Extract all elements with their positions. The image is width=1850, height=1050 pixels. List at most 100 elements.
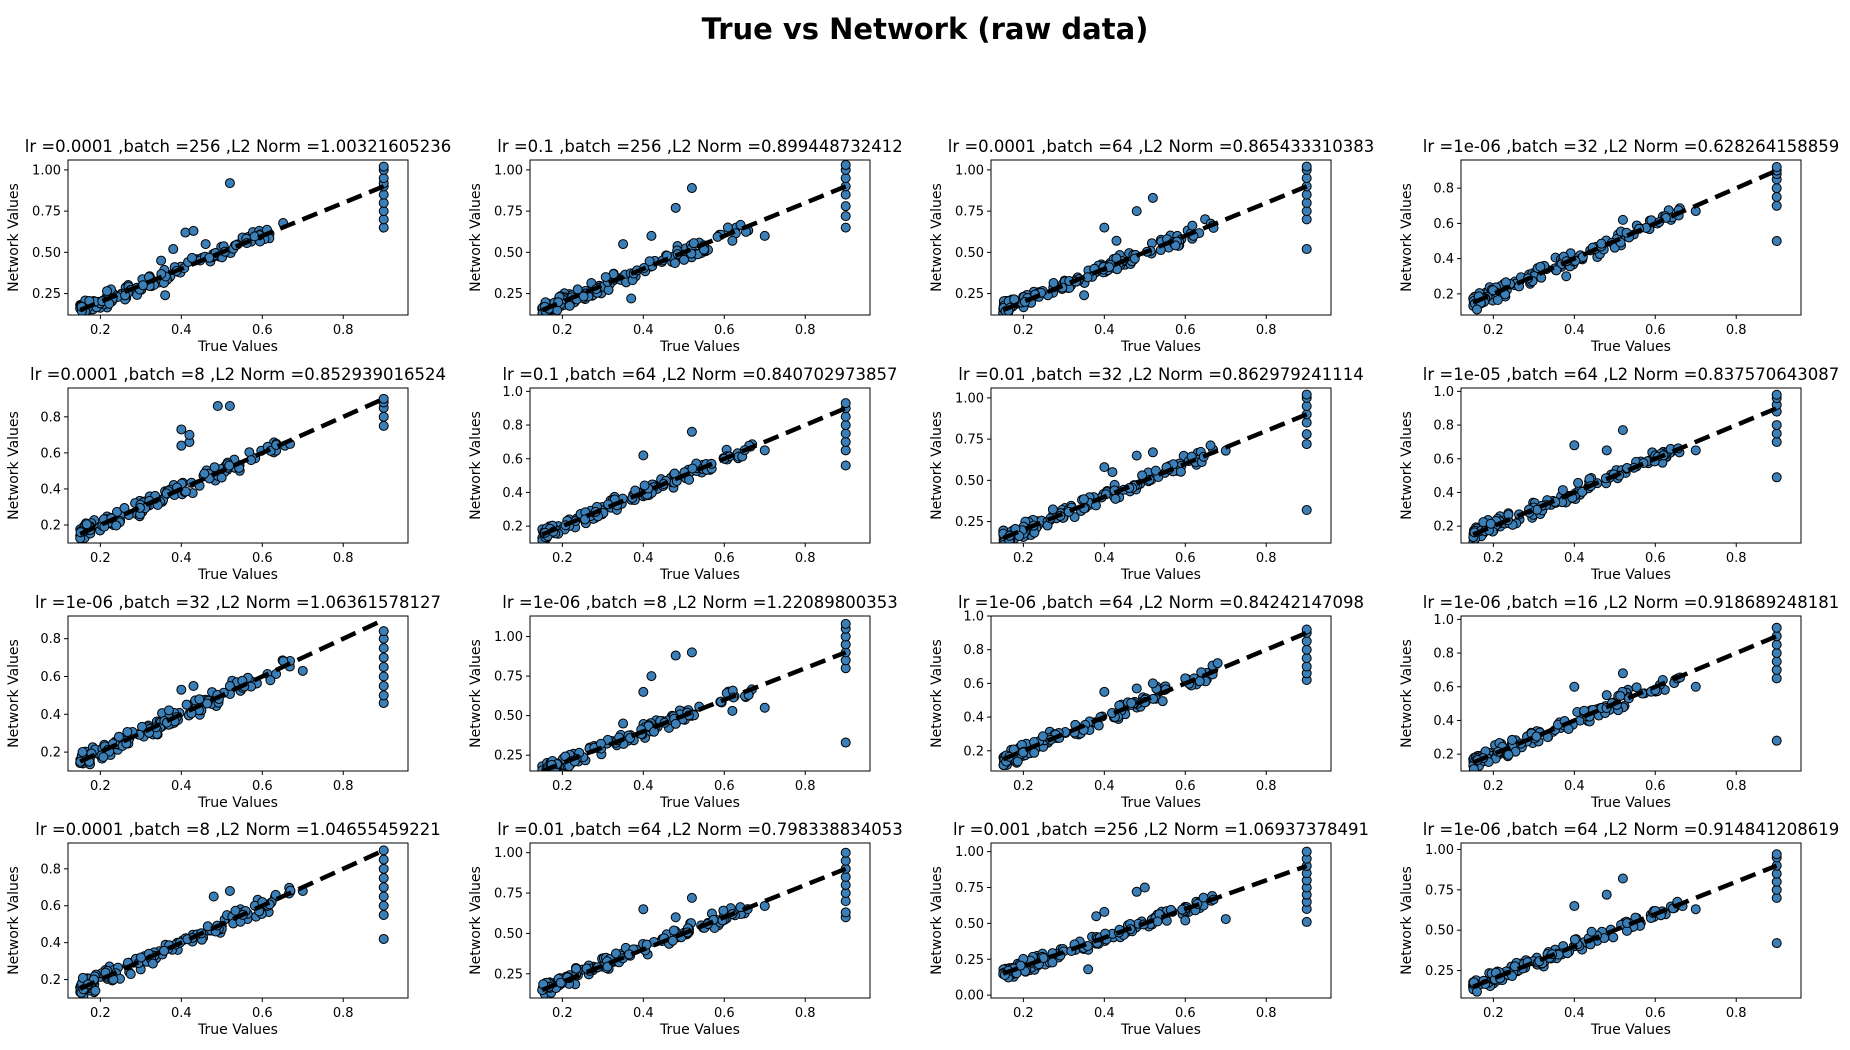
x-tick-label: 0.4 (171, 551, 192, 566)
x-tick-label: 0.6 (714, 1006, 735, 1021)
y-tick-label: 0.8 (40, 862, 61, 877)
data-point (125, 969, 136, 980)
data-point (1569, 440, 1580, 451)
data-point (230, 905, 241, 916)
subplot-11: lr =1e-06 ,batch =64 ,L2 Norm =0.8424214… (929, 593, 1364, 811)
data-point (208, 891, 219, 902)
data-point (638, 686, 649, 697)
data-point (1091, 911, 1102, 922)
x-tick-label: 0.2 (1013, 1006, 1034, 1021)
x-axis-label: True Values (1590, 339, 1671, 355)
data-point (1187, 220, 1198, 231)
data-point (1771, 428, 1782, 439)
data-point (111, 520, 122, 531)
data-point (265, 675, 276, 686)
data-point (1301, 653, 1312, 664)
y-tick-label: 0.8 (963, 643, 984, 658)
scatter-points (75, 626, 389, 770)
x-tick-label: 0.4 (1094, 323, 1115, 338)
y-axis-label: Network Values (6, 411, 22, 520)
data-point (1577, 486, 1588, 497)
subplot-3: lr =0.0001 ,batch =64 ,L2 Norm =0.865433… (929, 137, 1374, 355)
x-tick-label: 0.6 (714, 551, 735, 566)
data-point (618, 239, 629, 250)
data-point (1301, 206, 1312, 217)
subplot-title: lr =0.01 ,batch =32 ,L2 Norm =0.86297924… (958, 365, 1364, 384)
data-point (378, 900, 389, 911)
y-tick-label: 0.4 (1433, 486, 1454, 501)
data-point (1615, 690, 1626, 701)
data-point (638, 450, 649, 461)
data-point (840, 222, 851, 233)
data-point (1111, 235, 1122, 246)
y-tick-label: 0.2 (40, 973, 61, 988)
axes-frame (1460, 615, 1802, 772)
data-point (1301, 636, 1312, 647)
data-point (378, 206, 389, 217)
y-tick-label: 0.6 (40, 670, 61, 685)
y-tick-label: 0.4 (40, 708, 61, 723)
data-point (1301, 429, 1312, 440)
data-point (180, 486, 191, 497)
axes-frame (67, 159, 409, 316)
x-tick-label: 0.4 (171, 1006, 192, 1021)
x-axis-label: True Values (197, 795, 278, 811)
y-tick-label: 1.00 (494, 163, 523, 178)
data-point (1771, 639, 1782, 650)
data-point (1301, 214, 1312, 225)
x-tick-label: 0.2 (1013, 779, 1034, 794)
y-tick-label: 0.6 (1433, 452, 1454, 467)
x-axis-label: True Values (659, 339, 740, 355)
axes-frame (529, 842, 871, 999)
data-point (1301, 916, 1312, 927)
data-point (718, 905, 729, 916)
x-tick-label: 0.2 (90, 323, 111, 338)
identity-line (79, 848, 385, 991)
x-tick-label: 0.8 (1256, 779, 1277, 794)
data-point (1485, 518, 1496, 529)
data-point (1212, 658, 1223, 669)
identity-line (1472, 406, 1778, 537)
x-tick-label: 0.6 (252, 323, 273, 338)
subplot-1: lr =0.0001 ,batch =256 ,L2 Norm =1.00321… (6, 137, 451, 355)
data-point (1110, 493, 1121, 504)
x-tick-label: 0.4 (1094, 779, 1115, 794)
subplot-title: lr =0.0001 ,batch =256 ,L2 Norm =1.00321… (25, 137, 452, 156)
y-tick-label: 0.2 (40, 746, 61, 761)
identity-line (1472, 168, 1778, 305)
y-tick-label: 0.25 (955, 287, 984, 302)
data-point (1468, 764, 1479, 771)
data-point (184, 429, 195, 440)
data-point (1175, 466, 1186, 477)
axes-frame (990, 842, 1332, 999)
data-point (1078, 494, 1089, 505)
data-point (147, 958, 158, 969)
data-point (1471, 986, 1482, 997)
x-axis-label: True Values (1590, 795, 1671, 811)
y-tick-label: 0.50 (494, 709, 523, 724)
x-axis-label: True Values (1120, 795, 1201, 811)
x-tick-label: 0.6 (1175, 779, 1196, 794)
data-point (670, 202, 681, 213)
y-tick-label: 0.75 (955, 433, 984, 448)
axes-frame (67, 842, 409, 999)
scatter-points (75, 393, 389, 543)
data-point (840, 201, 851, 212)
x-tick-label: 0.2 (90, 779, 111, 794)
data-point (1771, 162, 1782, 173)
data-point (176, 424, 187, 435)
data-point (646, 671, 657, 682)
x-tick-label: 0.8 (333, 779, 354, 794)
data-point (188, 680, 199, 691)
identity-line (541, 184, 847, 313)
data-point (840, 436, 851, 447)
subplot-title: lr =0.0001 ,batch =8 ,L2 Norm =1.0465545… (35, 820, 441, 839)
x-tick-label: 0.4 (633, 323, 654, 338)
y-tick-label: 0.8 (1433, 419, 1454, 434)
scatter-points (537, 398, 851, 543)
y-tick-label: 0.4 (40, 936, 61, 951)
data-point (1771, 183, 1782, 194)
y-axis-label: Network Values (468, 411, 484, 520)
scatter-points (537, 618, 851, 771)
data-point (1617, 873, 1628, 884)
